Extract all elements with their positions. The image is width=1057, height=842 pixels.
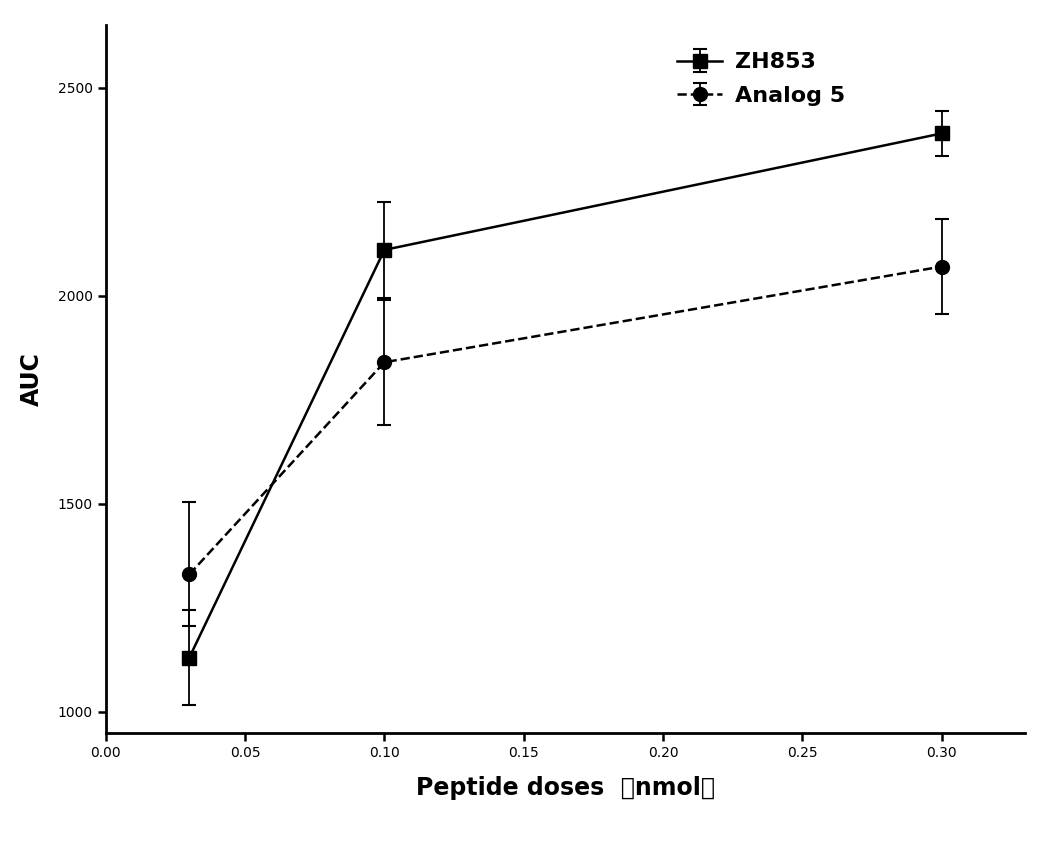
Y-axis label: AUC: AUC [19, 352, 43, 406]
Legend: ZH853, Analog 5: ZH853, Analog 5 [669, 44, 854, 115]
X-axis label: Peptide doses  （nmol）: Peptide doses （nmol） [416, 776, 715, 801]
